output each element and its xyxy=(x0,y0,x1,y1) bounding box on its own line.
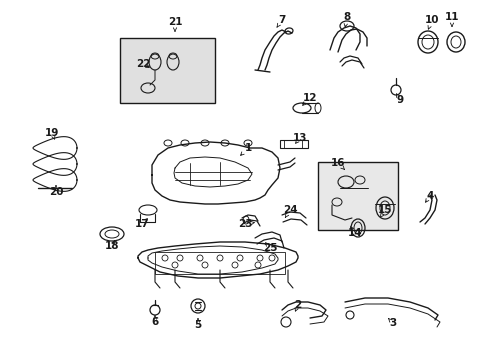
Text: 4: 4 xyxy=(426,191,433,201)
Text: 19: 19 xyxy=(45,128,59,138)
Text: 10: 10 xyxy=(424,15,438,25)
Bar xyxy=(317,162,397,230)
Bar xyxy=(120,38,215,103)
Text: 7: 7 xyxy=(278,15,285,25)
Text: 3: 3 xyxy=(388,318,396,328)
Text: 13: 13 xyxy=(292,133,306,143)
Text: 24: 24 xyxy=(282,205,297,215)
Text: 1: 1 xyxy=(244,143,251,153)
Text: 16: 16 xyxy=(330,158,345,168)
Text: 23: 23 xyxy=(237,219,252,229)
Text: 15: 15 xyxy=(377,205,391,215)
Text: 20: 20 xyxy=(49,187,63,197)
Text: 17: 17 xyxy=(134,219,149,229)
Text: 25: 25 xyxy=(262,243,277,253)
Text: 9: 9 xyxy=(396,95,403,105)
Text: 2: 2 xyxy=(294,300,301,310)
Text: 18: 18 xyxy=(104,241,119,251)
Text: 6: 6 xyxy=(151,317,158,327)
Bar xyxy=(280,140,307,148)
Bar xyxy=(155,252,285,274)
Text: 14: 14 xyxy=(347,228,362,238)
Text: 8: 8 xyxy=(343,12,350,22)
Text: 12: 12 xyxy=(302,93,317,103)
Text: 11: 11 xyxy=(444,12,458,22)
Text: 5: 5 xyxy=(194,320,201,330)
Text: 22: 22 xyxy=(136,59,150,69)
Text: 21: 21 xyxy=(167,17,182,27)
